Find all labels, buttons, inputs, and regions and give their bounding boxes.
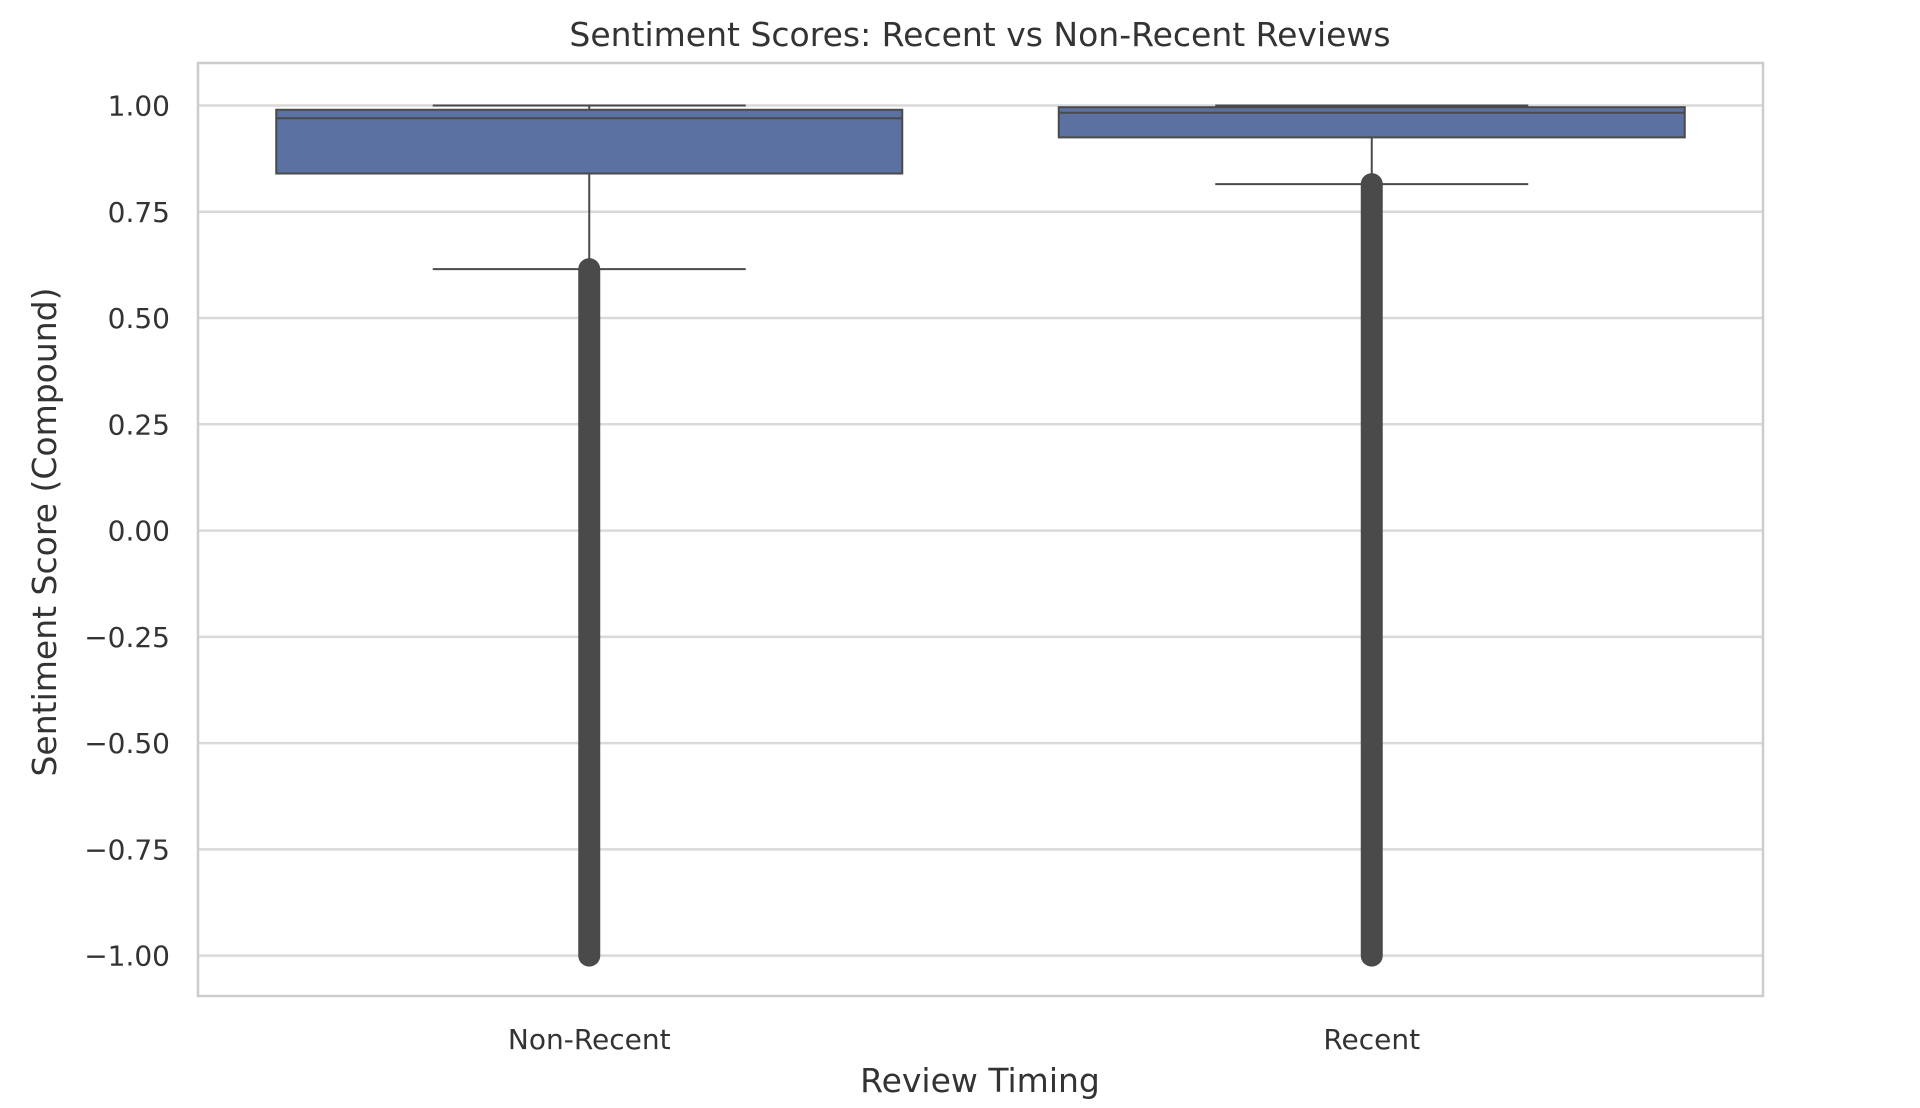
- y-tick-label-7: −0.75: [84, 833, 170, 866]
- y-axis-title: Sentiment Score (Compound): [25, 287, 64, 776]
- box-layer: [275, 104, 1686, 967]
- x-axis-title: Review Timing: [860, 1061, 1100, 1100]
- x-tick-label-0: Non-Recent: [508, 1023, 671, 1056]
- y-tick-label-1: 0.75: [108, 196, 170, 229]
- y-tick-label-3: 0.25: [108, 408, 170, 441]
- y-tick-label-6: −0.50: [84, 727, 170, 760]
- y-tick-label-8: −1.00: [84, 940, 170, 973]
- box-group-non-recent: [275, 104, 904, 967]
- x-tick-labels: Non-Recent Recent: [508, 1023, 1420, 1056]
- y-tick-label-2: 0.50: [108, 302, 170, 335]
- y-tick-label-4: 0.00: [108, 515, 170, 548]
- box-non-recent: [275, 108, 904, 175]
- x-tick-label-1: Recent: [1323, 1023, 1420, 1056]
- plot-frame: [196, 61, 1765, 998]
- y-tick-label-5: −0.25: [84, 621, 170, 654]
- y-tick-labels: 1.00 0.75 0.50 0.25 0.00 −0.25 −0.50 −0.75 −1.00: [84, 90, 170, 973]
- box-group-recent: [1057, 104, 1686, 967]
- chart-title: Sentiment Scores: Recent vs Non-Recent R…: [569, 15, 1390, 54]
- y-tick-label-0: 1.00: [108, 90, 170, 123]
